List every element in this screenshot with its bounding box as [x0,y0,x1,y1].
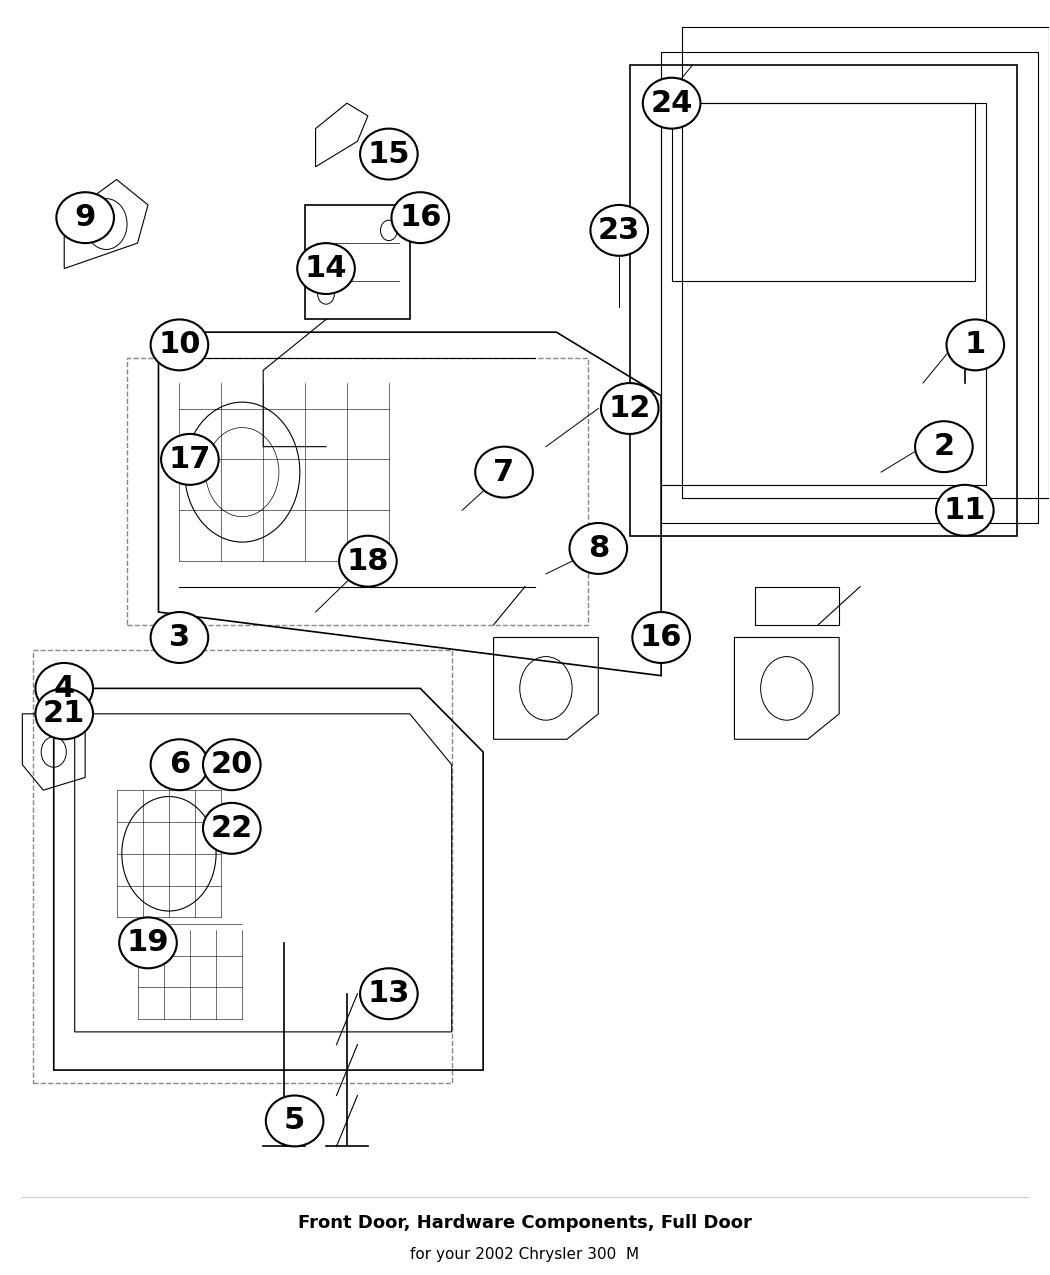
Text: for your 2002 Chrysler 300  M: for your 2002 Chrysler 300 M [411,1247,639,1262]
Text: 16: 16 [639,623,682,652]
Text: 24: 24 [650,89,693,117]
Text: 7: 7 [494,458,514,487]
Text: 1: 1 [965,330,986,360]
Ellipse shape [266,1095,323,1146]
Text: Front Door, Hardware Components, Full Door: Front Door, Hardware Components, Full Do… [298,1214,752,1232]
Ellipse shape [643,78,700,129]
Ellipse shape [203,803,260,854]
Ellipse shape [36,663,93,714]
Ellipse shape [161,434,218,484]
Text: 4: 4 [54,674,75,703]
Text: 17: 17 [169,445,211,474]
Text: 5: 5 [284,1107,306,1136]
Ellipse shape [590,205,648,256]
Text: 22: 22 [211,813,253,843]
Text: 18: 18 [346,547,390,576]
Text: 9: 9 [75,203,96,232]
Ellipse shape [36,688,93,739]
Ellipse shape [936,484,993,536]
Text: 10: 10 [159,330,201,360]
Ellipse shape [569,523,627,574]
Text: 16: 16 [399,203,442,232]
Ellipse shape [476,446,532,497]
Text: 13: 13 [368,979,411,1009]
Text: 11: 11 [944,496,986,525]
Ellipse shape [360,129,418,180]
Text: 8: 8 [588,534,609,564]
Ellipse shape [360,968,418,1019]
Text: 12: 12 [609,394,651,423]
Ellipse shape [203,740,260,790]
Text: 15: 15 [368,139,411,168]
Ellipse shape [339,536,397,586]
Ellipse shape [946,320,1004,370]
Text: 23: 23 [598,215,640,245]
Ellipse shape [150,320,208,370]
Text: 21: 21 [43,699,85,728]
Ellipse shape [120,918,176,968]
Ellipse shape [57,193,114,244]
Ellipse shape [150,612,208,663]
Text: 2: 2 [933,432,954,462]
Ellipse shape [916,421,972,472]
Ellipse shape [392,193,449,244]
Ellipse shape [632,612,690,663]
Text: 6: 6 [169,750,190,779]
Text: 20: 20 [211,750,253,779]
Text: 19: 19 [127,928,169,958]
Ellipse shape [297,244,355,295]
Text: 3: 3 [169,623,190,652]
Text: 14: 14 [304,254,348,283]
Ellipse shape [601,382,658,434]
Ellipse shape [150,740,208,790]
